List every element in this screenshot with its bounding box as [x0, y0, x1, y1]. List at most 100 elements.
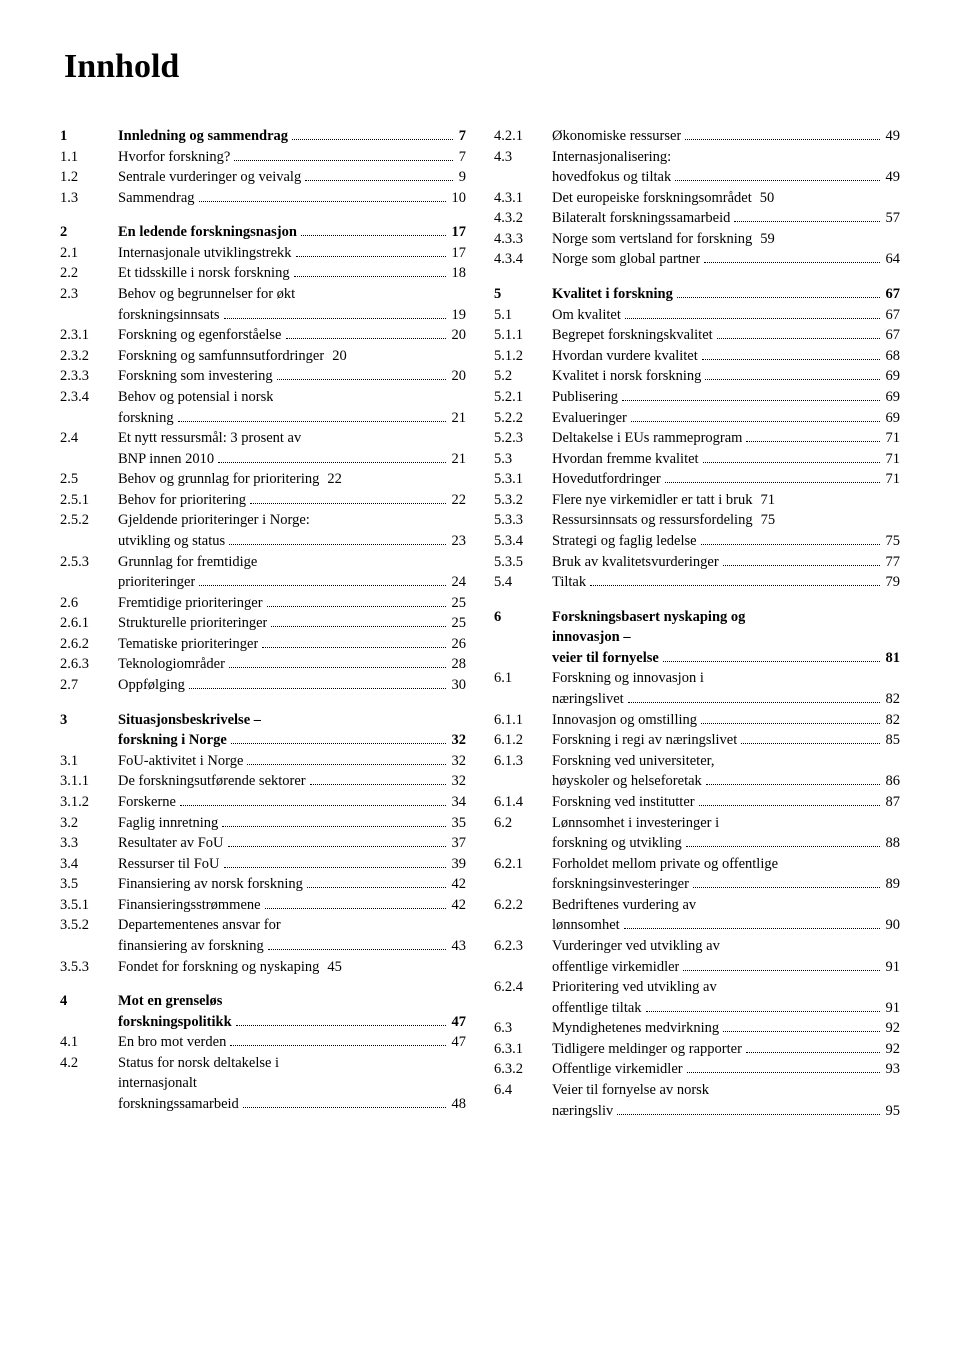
toc-entry: 6Forskningsbasert nyskaping og: [494, 607, 900, 628]
toc-label: Finansieringsstrømmene: [118, 895, 261, 916]
toc-leader-dots: [234, 160, 452, 161]
toc-entry: 2.6.3Teknologiområder28: [60, 654, 466, 675]
toc-label: Forholdet mellom private og offentlige: [552, 854, 778, 875]
toc-number: 5: [494, 284, 552, 305]
toc-number: 3.1.1: [60, 771, 118, 792]
toc-number: 1.2: [60, 167, 118, 188]
toc-page-number: 75: [759, 510, 776, 531]
toc-leader-dots: [622, 400, 879, 401]
toc-leader-dots: [178, 421, 446, 422]
toc-label: Sentrale vurderinger og veivalg: [118, 167, 301, 188]
toc-label: Hvorfor forskning?: [118, 147, 230, 168]
toc-label: Bruk av kvalitetsvurderinger: [552, 552, 719, 573]
toc-page-number: 67: [884, 305, 901, 326]
toc-number: 2.5.2: [60, 510, 118, 531]
toc-number: 1.1: [60, 147, 118, 168]
toc-number: 5.1.1: [494, 325, 552, 346]
toc-label: Teknologiområder: [118, 654, 225, 675]
toc-label: Veier til fornyelse av norsk: [552, 1080, 709, 1101]
toc-entry: 2.3.2Forskning og samfunnsutfordringer20: [60, 346, 466, 367]
toc-entry: 1.3Sammendrag10: [60, 188, 466, 209]
toc-label: Resultater av FoU: [118, 833, 224, 854]
toc-label: Et tidsskille i norsk forskning: [118, 263, 290, 284]
toc-entry: 3.5.2Departementenes ansvar for: [60, 915, 466, 936]
toc-entry: 6.4Veier til fornyelse av norsk: [494, 1080, 900, 1101]
toc-leader-dots: [746, 1052, 880, 1053]
toc-label: Prioritering ved utvikling av: [552, 977, 717, 998]
toc-spacer: [60, 208, 466, 222]
toc-entry: 4.3.3Norge som vertsland for forskning59: [494, 229, 900, 250]
toc-label: En ledende forskningsnasjon: [118, 222, 297, 243]
toc-entry: 1.1Hvorfor forskning?7: [60, 147, 466, 168]
toc-leader-dots: [224, 318, 446, 319]
toc-page-number: 20: [450, 366, 467, 387]
toc-label: offentlige virkemidler: [552, 957, 679, 978]
toc-spacer: [494, 270, 900, 284]
toc-leader-dots: [717, 338, 880, 339]
toc-continuation: finansiering av forskning43: [60, 936, 466, 957]
toc-entry: 3.1.1De forskningsutførende sektorer32: [60, 771, 466, 792]
toc-page-number: 69: [884, 366, 901, 387]
toc-continuation: prioriteringer24: [60, 572, 466, 593]
toc-leader-dots: [663, 661, 880, 662]
toc-label: Status for norsk deltakelse i: [118, 1053, 279, 1074]
toc-page-number: 92: [884, 1018, 901, 1039]
toc-leader-dots: [267, 606, 446, 607]
toc-page-number: 24: [450, 572, 467, 593]
toc-page-number: 95: [884, 1101, 901, 1122]
toc-page-number: 43: [450, 936, 467, 957]
toc-page-number: 79: [884, 572, 901, 593]
toc-entry: 3.4Ressurser til FoU39: [60, 854, 466, 875]
toc-number: 6.2.1: [494, 854, 552, 875]
toc-number: 3: [60, 710, 118, 731]
toc-number: 4.3: [494, 147, 552, 168]
toc-number: 2: [60, 222, 118, 243]
toc-label: Forskningsbasert nyskaping og: [552, 607, 745, 628]
toc-entry: 3Situasjonsbeskrivelse –: [60, 710, 466, 731]
toc-number: 2.5.1: [60, 490, 118, 511]
toc-leader-dots: [723, 1031, 879, 1032]
toc-continuation: offentlige tiltak91: [494, 998, 900, 1019]
toc-number: 5.3.5: [494, 552, 552, 573]
toc-page-number: 48: [450, 1094, 467, 1115]
toc-number: 6.4: [494, 1080, 552, 1101]
toc-page-number: 75: [884, 531, 901, 552]
toc-page-number: 35: [450, 813, 467, 834]
toc-entry: 3.5Finansiering av norsk forskning42: [60, 874, 466, 895]
toc-label: BNP innen 2010: [118, 449, 214, 470]
toc-page-number: 57: [884, 208, 901, 229]
toc-page-number: 89: [884, 874, 901, 895]
toc-page-number: 50: [758, 188, 775, 209]
toc-continuation: forskning og utvikling88: [494, 833, 900, 854]
toc-entry: 3.3Resultater av FoU37: [60, 833, 466, 854]
toc-leader-dots: [617, 1114, 879, 1115]
page-title: Innhold: [64, 48, 900, 86]
toc-label: Faglig innretning: [118, 813, 218, 834]
toc-label: internasjonalt: [118, 1073, 197, 1094]
toc-page-number: 20: [450, 325, 467, 346]
toc-page-number: 22: [450, 490, 467, 511]
toc-leader-dots: [307, 887, 446, 888]
toc-label: Sammendrag: [118, 188, 195, 209]
toc-label: Forskning og samfunnsutfordringer: [118, 346, 324, 367]
toc-label: Forskerne: [118, 792, 176, 813]
toc-number: 2.3.4: [60, 387, 118, 408]
toc-leader-dots: [296, 256, 446, 257]
toc-label: Økonomiske ressurser: [552, 126, 681, 147]
toc-page-number: 37: [450, 833, 467, 854]
toc-entry: 6.1Forskning og innovasjon i: [494, 668, 900, 689]
toc-label: næringslivet: [552, 689, 624, 710]
toc-leader-dots: [305, 180, 453, 181]
toc-number: 6.1: [494, 668, 552, 689]
toc-column-right: 4.2.1Økonomiske ressurser494.3Internasjo…: [494, 126, 900, 1121]
toc-continuation: forskningsinnsats19: [60, 305, 466, 326]
toc-entry: 4.3.1Det europeiske forskningsområdet50: [494, 188, 900, 209]
toc-number: 4.3.2: [494, 208, 552, 229]
toc-entry: 2.3.1Forskning og egenforståelse20: [60, 325, 466, 346]
toc-label: Norge som vertsland for forskning: [552, 229, 752, 250]
toc-entry: 2.7Oppfølging30: [60, 675, 466, 696]
toc-number: 3.5.3: [60, 957, 118, 978]
toc-entry: 6.3Myndighetenes medvirkning92: [494, 1018, 900, 1039]
toc-leader-dots: [702, 359, 880, 360]
toc-number: 5.2: [494, 366, 552, 387]
